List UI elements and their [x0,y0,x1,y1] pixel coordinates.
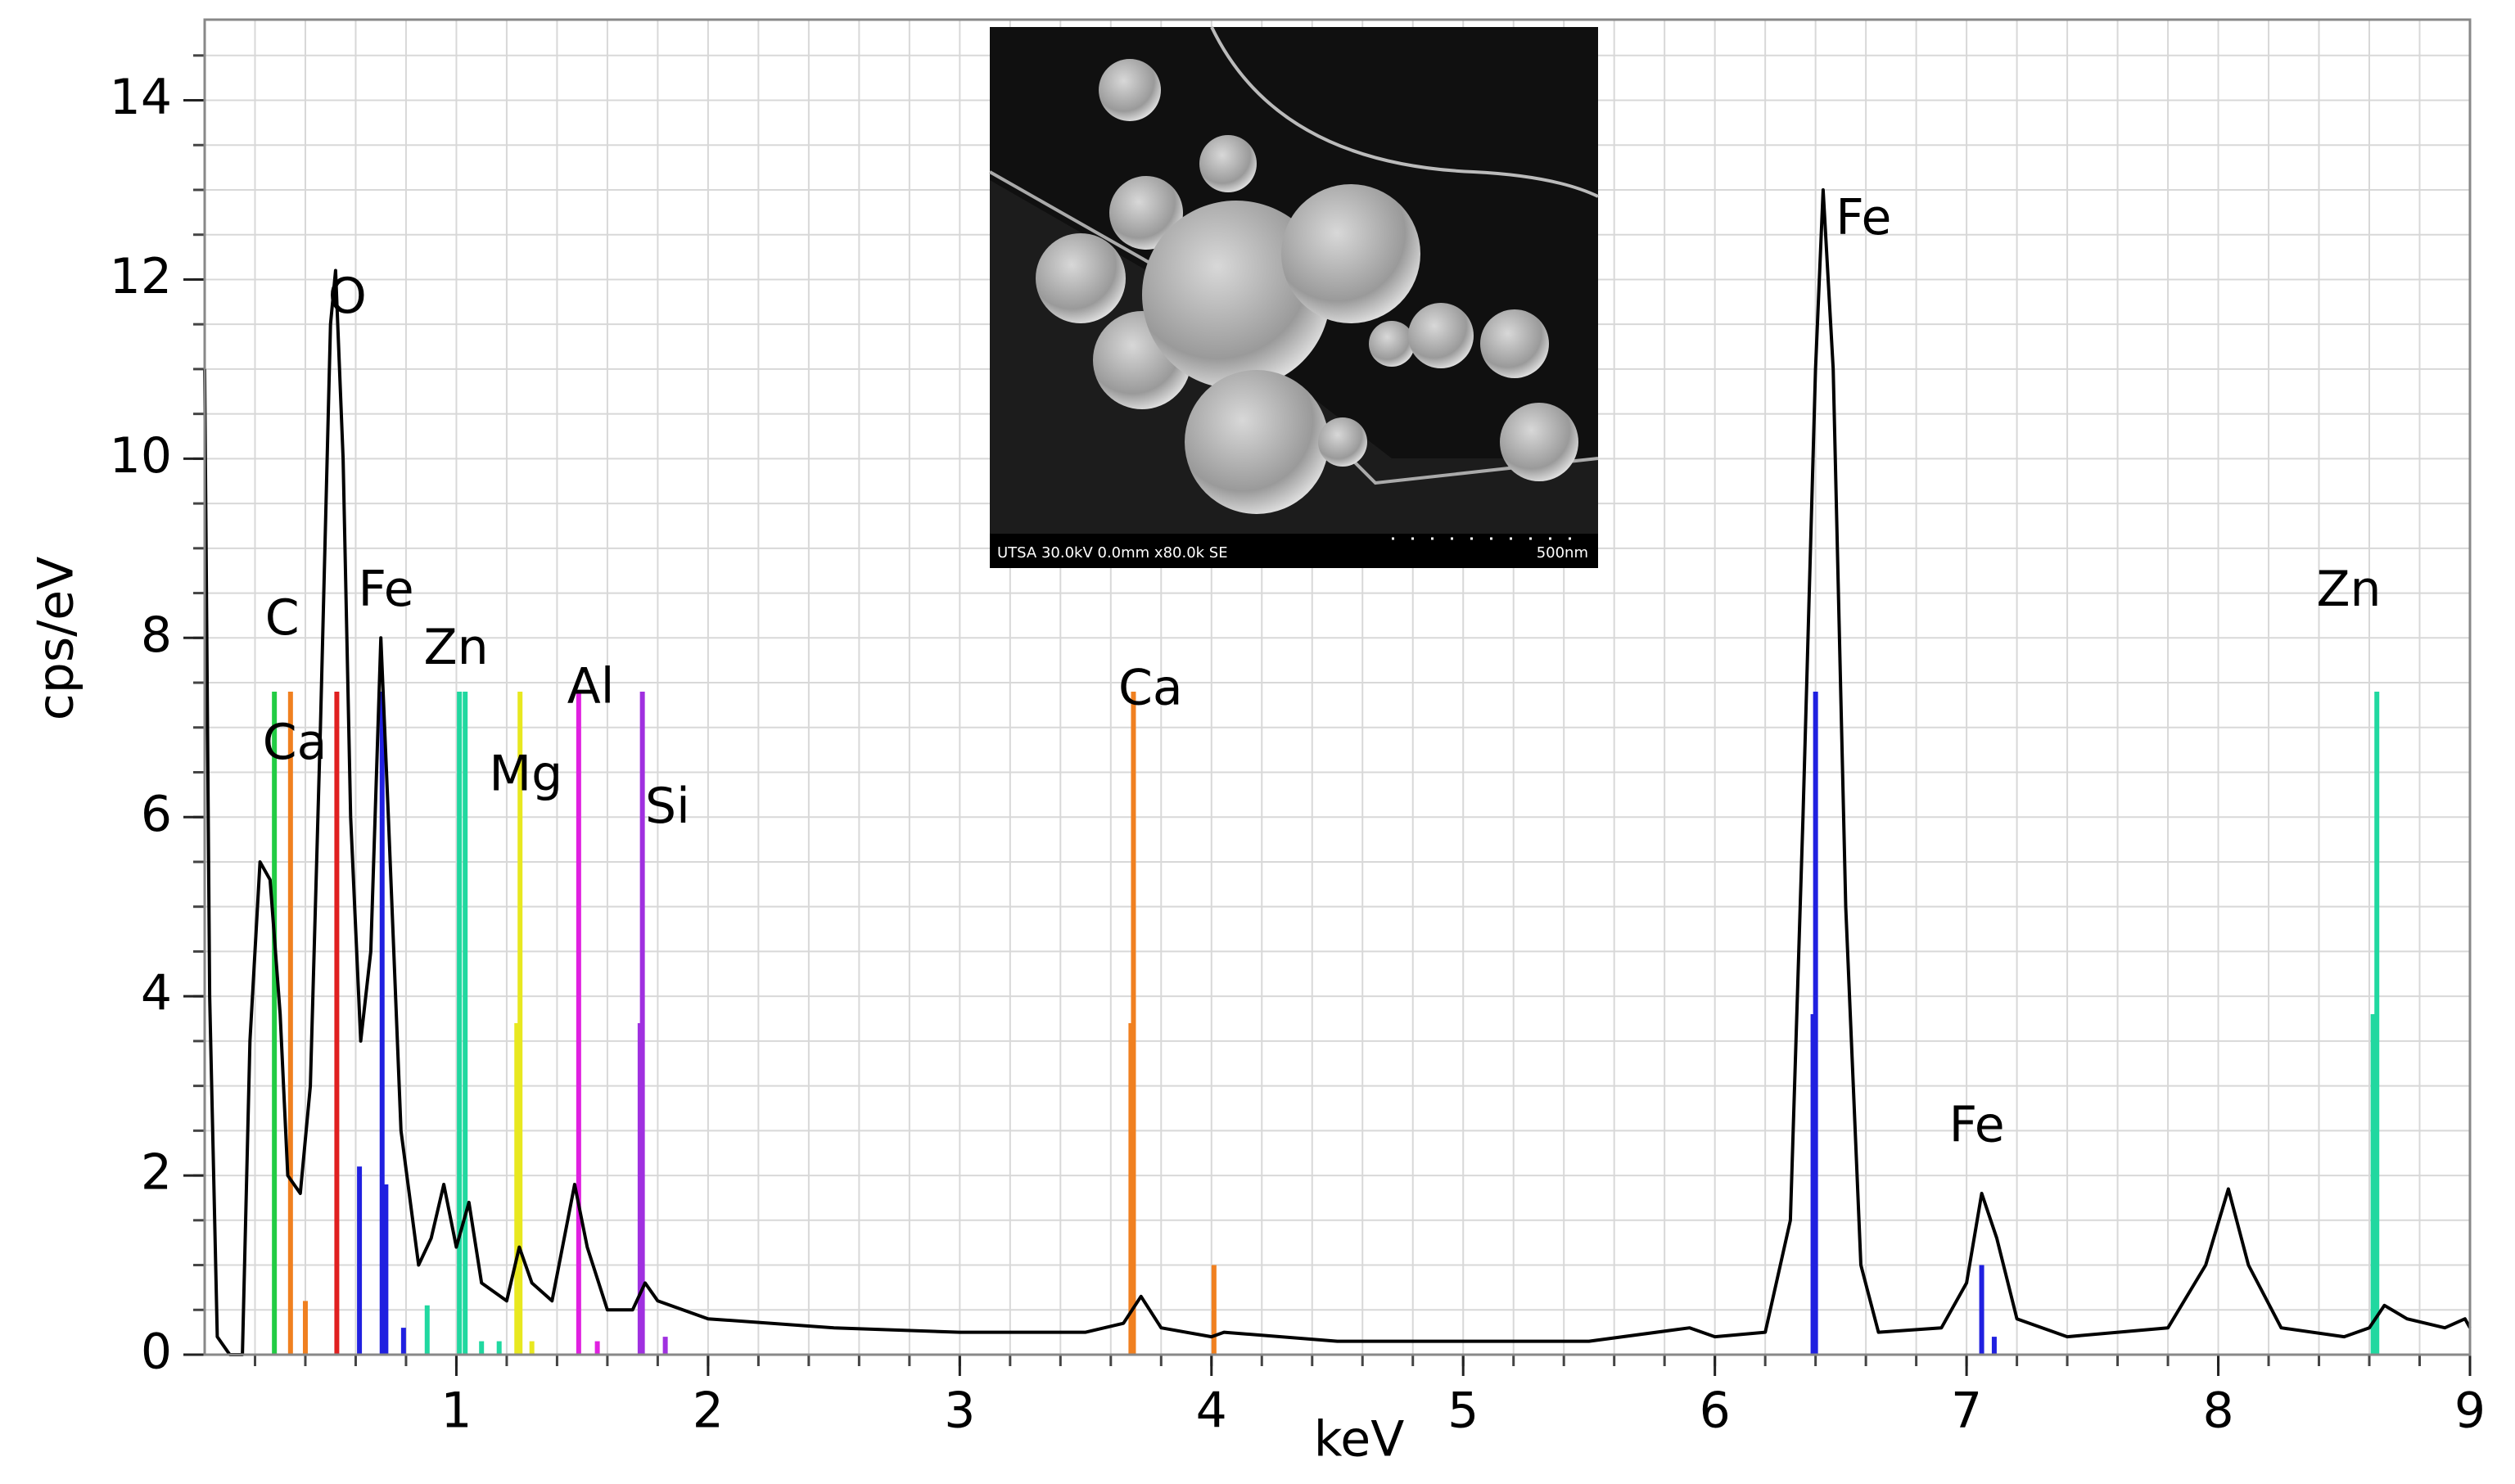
x-tick-label: 1 [440,1383,472,1440]
y-tick-label: 14 [110,69,172,126]
peak-label: Zn [2316,561,2381,618]
peak-label: Ca [1118,659,1183,716]
spectrum-line [203,188,2472,1356]
peak-label: O [328,268,367,325]
y-tick-label: 12 [110,248,172,305]
x-tick-label: 3 [944,1383,975,1440]
inset-scale: 500nm [1537,544,1588,562]
y-tick-label: 2 [141,1144,172,1202]
x-tick-label: 5 [1447,1383,1479,1440]
x-tick-label: 9 [2454,1383,2486,1440]
y-tick-label: 10 [110,427,172,485]
peak-label: Mg [489,746,562,803]
peak-label: Fe [359,561,414,618]
inset-caption: UTSA 30.0kV 0.0mm x80.0k SE [997,544,1228,562]
y-tick-label: 6 [141,786,172,843]
y-tick-label: 8 [141,607,172,664]
plot-frame [203,18,2472,1356]
y-tick-label: 4 [141,965,172,1022]
peak-label: Zn [423,619,488,676]
peak-label: Al [567,657,615,715]
y-axis-label: cps/eV [28,557,85,721]
peak-label: Fe [1835,189,1891,246]
x-tick-label: 4 [1196,1383,1227,1440]
peak-label: Fe [1949,1097,2005,1154]
y-tick-label: 0 [141,1324,172,1381]
x-tick-label: 8 [2202,1383,2233,1440]
x-tick-label: 6 [1700,1383,1731,1440]
x-tick-label: 2 [693,1383,724,1440]
sem-inset: UTSA 30.0kV 0.0mm x80.0k SE 500nm [989,26,1599,568]
peak-label: Ca [263,714,327,771]
peak-label: C [265,589,300,647]
peak-label: Si [645,778,690,835]
x-tick-label: 7 [1951,1383,1982,1440]
x-axis-label: keV [1314,1411,1405,1468]
marks [203,188,2472,1356]
